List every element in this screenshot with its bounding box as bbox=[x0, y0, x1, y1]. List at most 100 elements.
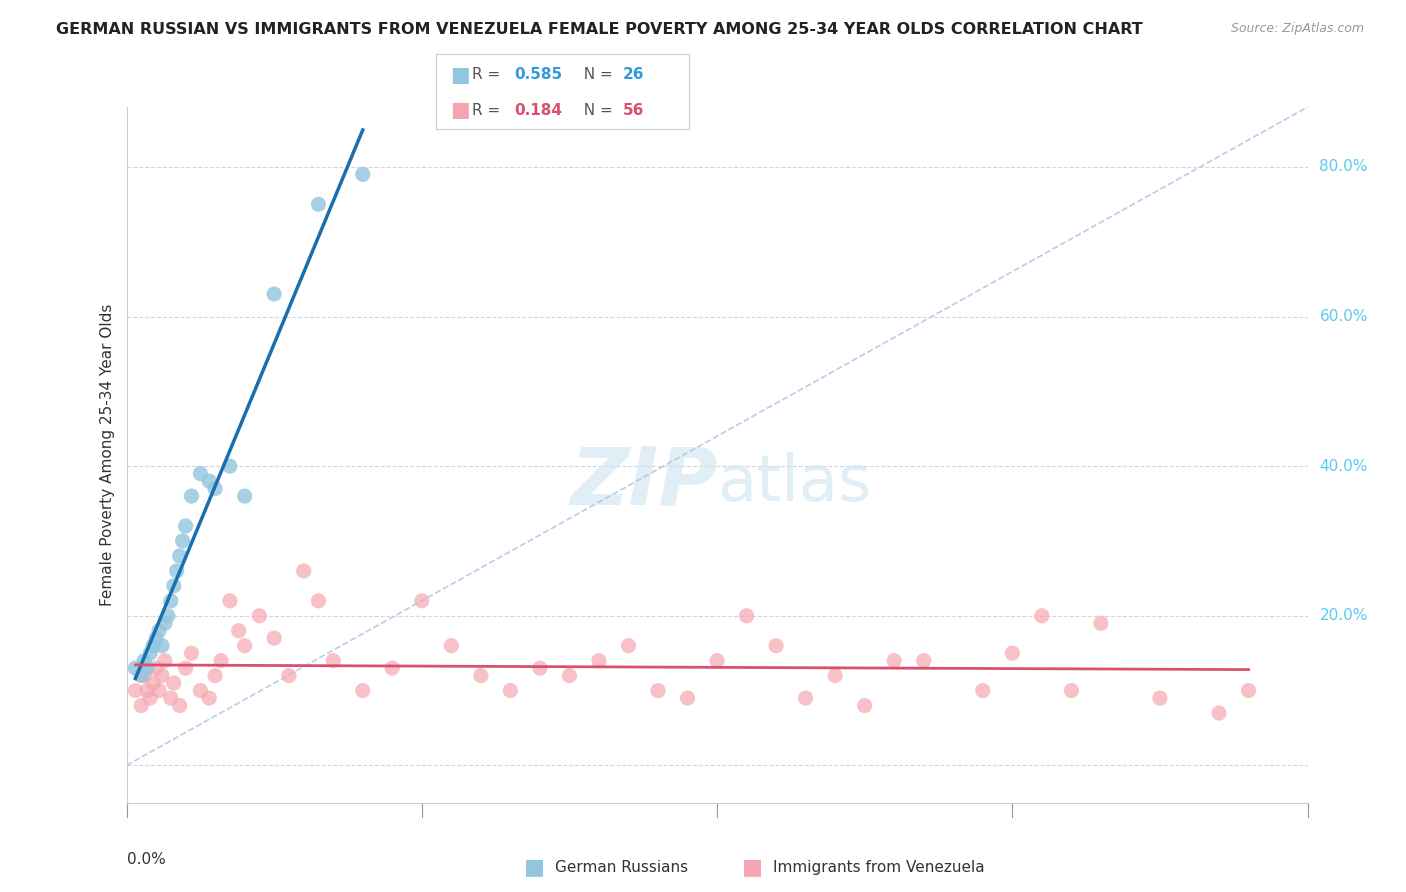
Point bbox=[233, 639, 256, 653]
Point bbox=[263, 631, 285, 645]
Text: 56: 56 bbox=[623, 103, 644, 118]
Text: 80.0%: 80.0% bbox=[1319, 160, 1368, 175]
Point bbox=[129, 698, 153, 713]
Text: atlas: atlas bbox=[717, 451, 872, 514]
Point bbox=[124, 683, 146, 698]
Point bbox=[134, 654, 156, 668]
Point bbox=[204, 668, 226, 682]
Text: 60.0%: 60.0% bbox=[1319, 309, 1368, 324]
Text: German Russians: German Russians bbox=[555, 860, 689, 874]
Point bbox=[1031, 608, 1053, 623]
Point bbox=[188, 467, 211, 481]
Point bbox=[136, 661, 159, 675]
Point bbox=[883, 654, 905, 668]
Point bbox=[278, 668, 301, 682]
Point bbox=[145, 661, 167, 675]
Point bbox=[153, 654, 176, 668]
Text: 0.0%: 0.0% bbox=[127, 852, 166, 866]
Point bbox=[706, 654, 728, 668]
Point bbox=[188, 683, 211, 698]
Point bbox=[150, 639, 173, 653]
Text: ZIP: ZIP bbox=[569, 443, 717, 522]
Point bbox=[198, 691, 221, 706]
Text: 40.0%: 40.0% bbox=[1319, 458, 1368, 474]
Text: GERMAN RUSSIAN VS IMMIGRANTS FROM VENEZUELA FEMALE POVERTY AMONG 25-34 YEAR OLDS: GERMAN RUSSIAN VS IMMIGRANTS FROM VENEZU… bbox=[56, 22, 1143, 37]
Text: ■: ■ bbox=[742, 857, 762, 877]
Text: 0.585: 0.585 bbox=[515, 67, 562, 82]
Point bbox=[307, 197, 329, 211]
Text: ■: ■ bbox=[524, 857, 544, 877]
Point bbox=[169, 698, 191, 713]
Text: ■: ■ bbox=[450, 101, 470, 120]
Point bbox=[411, 594, 433, 608]
Text: 20.0%: 20.0% bbox=[1319, 608, 1368, 624]
Point bbox=[529, 661, 551, 675]
Point bbox=[209, 654, 232, 668]
Point bbox=[153, 616, 176, 631]
Point bbox=[174, 519, 197, 533]
Y-axis label: Female Poverty Among 25-34 Year Olds: Female Poverty Among 25-34 Year Olds bbox=[100, 304, 115, 606]
Point bbox=[588, 654, 610, 668]
Point bbox=[180, 646, 202, 660]
Point bbox=[124, 661, 146, 675]
Point bbox=[150, 668, 173, 682]
Point bbox=[166, 564, 188, 578]
Text: R =: R = bbox=[472, 67, 506, 82]
Point bbox=[156, 608, 179, 623]
Point bbox=[148, 683, 170, 698]
Point bbox=[352, 683, 374, 698]
Point bbox=[794, 691, 817, 706]
Point bbox=[134, 668, 156, 682]
Text: N =: N = bbox=[574, 103, 617, 118]
Point bbox=[912, 654, 935, 668]
Point bbox=[558, 668, 581, 682]
Point bbox=[499, 683, 522, 698]
Text: Source: ZipAtlas.com: Source: ZipAtlas.com bbox=[1230, 22, 1364, 36]
Point bbox=[1208, 706, 1230, 720]
Point bbox=[352, 167, 374, 181]
Point bbox=[219, 594, 242, 608]
Point bbox=[163, 676, 186, 690]
Point bbox=[381, 661, 404, 675]
Point bbox=[972, 683, 994, 698]
Point bbox=[263, 287, 285, 301]
Point bbox=[1001, 646, 1024, 660]
Point bbox=[204, 482, 226, 496]
Point bbox=[169, 549, 191, 563]
Point bbox=[824, 668, 846, 682]
Text: Immigrants from Venezuela: Immigrants from Venezuela bbox=[773, 860, 986, 874]
Point bbox=[142, 639, 165, 653]
Point bbox=[233, 489, 256, 503]
Point bbox=[174, 661, 197, 675]
Point bbox=[1237, 683, 1260, 698]
Point bbox=[322, 654, 344, 668]
Point bbox=[148, 624, 170, 638]
Point bbox=[159, 594, 183, 608]
Text: 0.184: 0.184 bbox=[515, 103, 562, 118]
Point bbox=[136, 683, 159, 698]
Point bbox=[139, 646, 162, 660]
Point bbox=[198, 474, 221, 488]
Point bbox=[219, 459, 242, 474]
Point bbox=[228, 624, 250, 638]
Point bbox=[292, 564, 315, 578]
Point bbox=[145, 631, 167, 645]
Point bbox=[307, 594, 329, 608]
Point bbox=[247, 608, 270, 623]
Point bbox=[735, 608, 758, 623]
Point bbox=[440, 639, 463, 653]
Point bbox=[1090, 616, 1112, 631]
Point bbox=[1060, 683, 1083, 698]
Point bbox=[617, 639, 640, 653]
Text: ■: ■ bbox=[450, 65, 470, 85]
Point bbox=[139, 691, 162, 706]
Text: 26: 26 bbox=[623, 67, 644, 82]
Point bbox=[163, 579, 186, 593]
Point bbox=[647, 683, 669, 698]
Point bbox=[142, 676, 165, 690]
Point bbox=[676, 691, 699, 706]
Point bbox=[129, 668, 153, 682]
Point bbox=[159, 691, 183, 706]
Point bbox=[765, 639, 787, 653]
Text: N =: N = bbox=[574, 67, 617, 82]
